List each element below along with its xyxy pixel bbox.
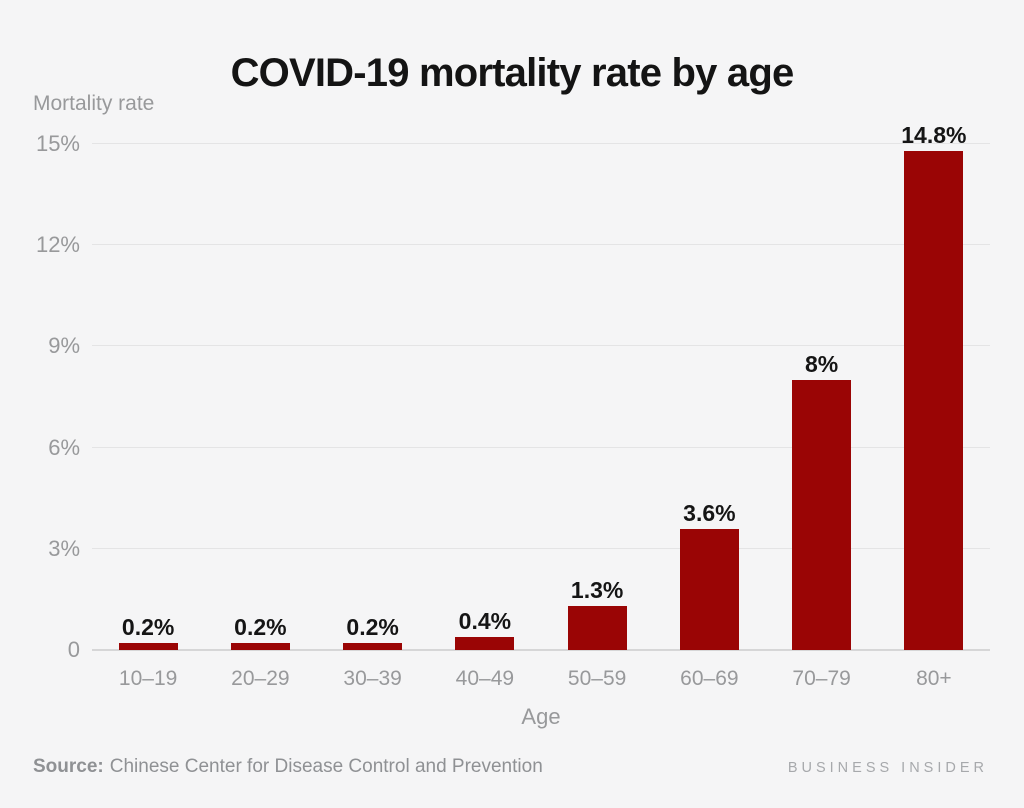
y-tick-label: 15% <box>35 131 80 156</box>
bar-value-label: 0.2% <box>234 614 287 641</box>
bar-value-label: 1.3% <box>570 577 624 604</box>
gridline-0 <box>92 649 990 651</box>
bar-50–59 <box>567 606 627 650</box>
bar-40–49 <box>455 636 515 650</box>
x-tick-label: 40–49 <box>455 667 515 690</box>
y-tick-label: 6% <box>48 434 80 460</box>
x-axis-title: Age <box>521 704 561 729</box>
gridline-6% <box>92 446 990 448</box>
x-tick-label: 70–79 <box>792 667 851 690</box>
bar-value-label: 0.2% <box>121 614 175 641</box>
bar-value-label: 0.4% <box>458 607 512 634</box>
gridline-15% <box>92 143 990 144</box>
y-axis-title: Mortality rate <box>33 92 155 115</box>
bar-value-label: 0.2% <box>346 614 399 641</box>
x-tick-label: 30–39 <box>343 667 402 690</box>
bar-60–69 <box>679 528 739 650</box>
bar-70–79 <box>792 380 852 650</box>
bar-30–39 <box>343 643 403 650</box>
x-tick-label: 60–69 <box>680 667 739 690</box>
x-tick-label: 10–19 <box>118 667 178 690</box>
gridline-3% <box>92 547 990 549</box>
y-tick-label: 3% <box>48 535 80 561</box>
chart-title: COVID-19 mortality rate by age <box>230 50 795 95</box>
gridline-12% <box>92 244 990 246</box>
source-text: Chinese Center for Disease Control and P… <box>109 756 543 777</box>
source-attribution: Source: Chinese Center for Disease Contro… <box>33 756 543 778</box>
bar-80+ <box>904 150 964 650</box>
bar-10–19 <box>118 643 178 650</box>
bar-value-label: 3.6% <box>683 499 736 526</box>
y-tick-label: 0 <box>67 637 80 662</box>
y-tick-label: 9% <box>48 333 80 359</box>
x-tick-label: 50–59 <box>567 667 627 690</box>
y-tick-label: 12% <box>35 232 80 258</box>
source-label: Source: <box>33 756 104 777</box>
bar-20–29 <box>230 643 290 650</box>
bar-value-label: 8% <box>805 351 839 378</box>
bar-value-label: 14.8% <box>901 121 967 148</box>
gridline-9% <box>92 345 990 347</box>
business-insider-logo: BUSINESS INSIDER <box>787 760 988 776</box>
x-tick-label: 80+ <box>916 667 952 690</box>
x-tick-label: 20–29 <box>231 667 290 690</box>
